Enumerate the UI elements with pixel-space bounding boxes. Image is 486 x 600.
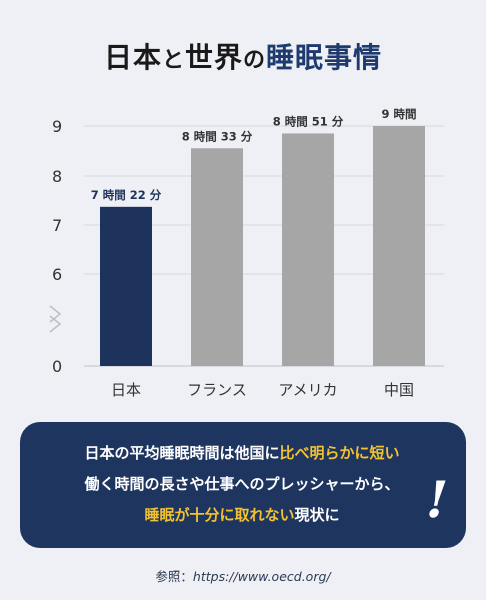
callout-line-2: 働く時間の長さや仕事へのプレッシャーから、 <box>84 475 400 493</box>
title-accent-sleep: 睡眠事情 <box>266 41 383 74</box>
title-particle-to: と <box>161 48 185 73</box>
callout-highlight-insufficient: 睡眠が十分に取れない <box>144 506 295 524</box>
callout-box: 日本の平均睡眠時間は他国に比べ明らかに短い 働く時間の長さや仕事へのプレッシャー… <box>20 422 466 548</box>
title-part-japan-world: 日本 <box>103 41 162 74</box>
callout-line-1-text: 日本の平均睡眠時間は他国に <box>84 444 280 462</box>
bar-2 <box>282 133 334 366</box>
callout-line-3: 睡眠が十分に取れない現状に <box>42 500 442 531</box>
title-particle-no: の <box>243 48 267 73</box>
source-link[interactable]: https://www.oecd.org/ <box>192 569 331 584</box>
data-label-3: 9 時間 <box>381 107 416 121</box>
x-category-label-2: アメリカ <box>278 381 337 399</box>
data-label-2: 8 時間 51 分 <box>273 114 344 128</box>
axis-break-mark-lower <box>49 315 62 333</box>
callout-line-3-text: 現状に <box>294 506 340 524</box>
x-category-label-3: 中国 <box>384 381 414 399</box>
bar-1 <box>191 148 243 366</box>
data-label-1: 8 時間 33 分 <box>182 129 253 143</box>
source-label: 参照： <box>155 569 193 584</box>
y-tick-label-7: 7 <box>52 216 62 235</box>
callout-highlight-shorter: 比べ明らかに短い <box>279 444 400 462</box>
source-citation: 参照：https://www.oecd.org/ <box>0 566 486 585</box>
y-tick-label-9: 9 <box>52 117 62 136</box>
data-label-0: 7 時間 22 分 <box>91 188 162 202</box>
bar-0 <box>100 206 152 366</box>
x-category-label-1: フランス <box>187 381 247 399</box>
callout-line-1: 日本の平均睡眠時間は他国に比べ明らかに短い <box>42 438 442 469</box>
callout-text: 日本の平均睡眠時間は他国に比べ明らかに短い 働く時間の長さや仕事へのプレッシャー… <box>42 438 442 531</box>
y-tick-label-6: 6 <box>52 265 62 284</box>
y-tick-label-0: 0 <box>52 357 62 376</box>
bar-3 <box>373 126 425 366</box>
y-tick-label-8: 8 <box>52 167 62 186</box>
page-title: 日本と世界の睡眠事情 <box>0 36 486 76</box>
title-part-world: 世界 <box>184 41 243 74</box>
x-category-label-0: 日本 <box>111 381 141 399</box>
